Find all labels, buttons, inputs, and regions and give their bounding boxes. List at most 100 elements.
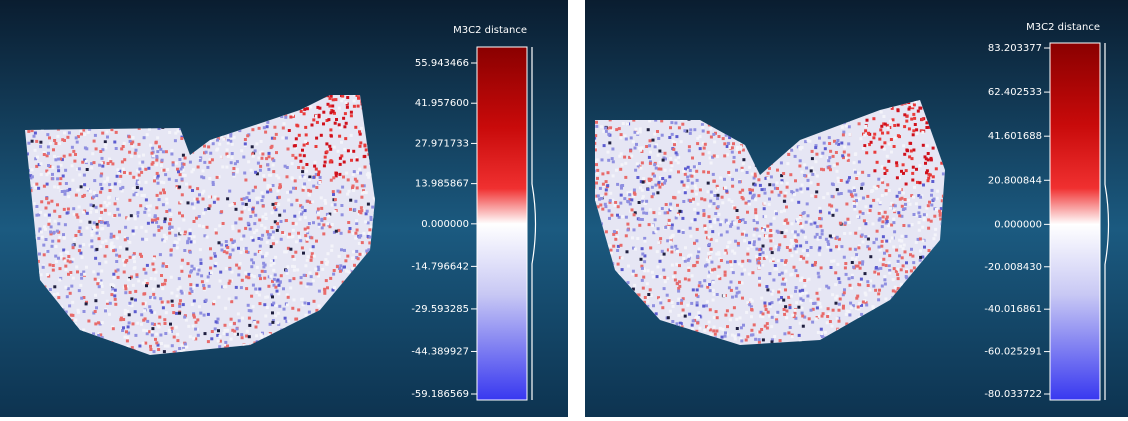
point (863, 144, 866, 147)
point (34, 132, 37, 135)
point (59, 182, 62, 185)
point (288, 233, 291, 236)
point (735, 295, 738, 298)
point (817, 272, 820, 275)
point (269, 275, 272, 278)
point (181, 292, 184, 295)
point (64, 169, 67, 172)
point (896, 273, 899, 276)
point (790, 239, 793, 242)
point (105, 131, 108, 134)
point (272, 203, 275, 206)
point (225, 166, 228, 169)
point (73, 238, 76, 241)
point (118, 230, 121, 233)
point (250, 295, 253, 298)
point (799, 216, 802, 219)
point (913, 117, 916, 120)
point (353, 170, 356, 173)
point (101, 165, 104, 168)
point (932, 175, 935, 178)
point (66, 251, 69, 254)
point (696, 179, 699, 182)
point (238, 319, 241, 322)
point (605, 130, 608, 133)
point (836, 139, 839, 142)
point (233, 322, 236, 325)
point (171, 344, 174, 347)
point (151, 163, 154, 166)
point (259, 169, 262, 172)
point (92, 270, 95, 273)
point (783, 332, 786, 335)
point (296, 268, 299, 271)
point (79, 130, 82, 133)
point (909, 142, 912, 145)
point (95, 147, 98, 150)
point (114, 202, 117, 205)
point (117, 172, 120, 175)
point (299, 218, 302, 221)
point (138, 174, 141, 177)
point (308, 222, 311, 225)
point (905, 183, 908, 186)
point (630, 198, 633, 201)
point (753, 234, 756, 237)
point (196, 273, 199, 276)
point (267, 285, 270, 288)
point (125, 259, 128, 262)
point (849, 248, 852, 251)
point (898, 191, 901, 194)
point (275, 133, 278, 136)
point (287, 236, 290, 239)
point (601, 208, 604, 211)
point (638, 224, 641, 227)
point (27, 142, 30, 145)
point (272, 230, 275, 233)
point (289, 287, 292, 290)
point (342, 176, 345, 179)
point (758, 277, 761, 280)
point (836, 162, 839, 165)
point (182, 154, 185, 157)
point (912, 196, 915, 199)
point (681, 217, 684, 220)
point (326, 222, 329, 225)
point (127, 325, 130, 328)
point (869, 255, 872, 258)
point (791, 222, 794, 225)
point (67, 208, 70, 211)
point (153, 257, 156, 260)
point (358, 168, 361, 171)
point (165, 265, 168, 268)
point (866, 119, 869, 122)
color-scale-bar (477, 47, 527, 400)
point (668, 222, 671, 225)
point (796, 189, 799, 192)
point (187, 201, 190, 204)
point (271, 295, 274, 298)
point (176, 168, 179, 171)
point (611, 157, 614, 160)
point (858, 160, 861, 163)
point (354, 126, 357, 129)
point (303, 274, 306, 277)
point (152, 293, 155, 296)
point (277, 279, 280, 282)
point (881, 132, 884, 135)
point (725, 219, 728, 222)
point (151, 263, 154, 266)
point (903, 153, 906, 156)
point (883, 252, 886, 255)
point (771, 251, 774, 254)
point (352, 150, 355, 153)
point (883, 141, 886, 144)
point (116, 175, 119, 178)
point (160, 274, 163, 277)
point (724, 331, 727, 334)
point (214, 228, 217, 231)
point (730, 223, 733, 226)
point (631, 272, 634, 275)
point (844, 222, 847, 225)
point (605, 188, 608, 191)
